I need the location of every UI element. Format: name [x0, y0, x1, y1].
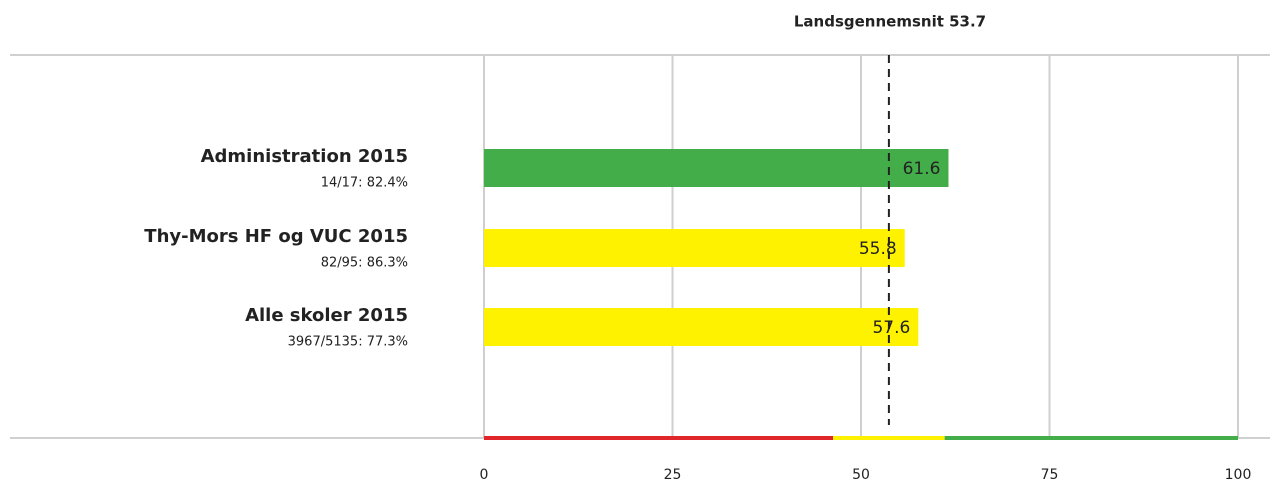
x-tick-label: 25: [664, 467, 682, 481]
x-tick-label: 0: [480, 467, 489, 481]
category-sublabel: 14/17: 82.4%: [321, 176, 408, 191]
value-label: 61.6: [903, 159, 941, 179]
threshold-band: [484, 436, 834, 440]
threshold-band: [833, 436, 945, 440]
reference-label: Landsgennemsnit 53.7: [794, 13, 986, 31]
x-tick-label: 100: [1225, 467, 1252, 481]
threshold-band: [944, 436, 1238, 440]
x-tick-label: 75: [1041, 467, 1059, 481]
category-sublabel: 3967/5135: 77.3%: [288, 335, 408, 350]
category-label: Administration 2015: [201, 146, 408, 167]
bar: [484, 229, 905, 267]
bar: [484, 149, 949, 187]
bar: [484, 308, 919, 346]
x-tick-label: 50: [852, 467, 870, 481]
value-label: 55.8: [859, 239, 897, 259]
value-label: 57.6: [872, 318, 910, 338]
category-label: Thy-Mors HF og VUC 2015: [144, 226, 408, 247]
category-label: Alle skoler 2015: [245, 305, 408, 326]
category-sublabel: 82/95: 86.3%: [321, 256, 408, 271]
